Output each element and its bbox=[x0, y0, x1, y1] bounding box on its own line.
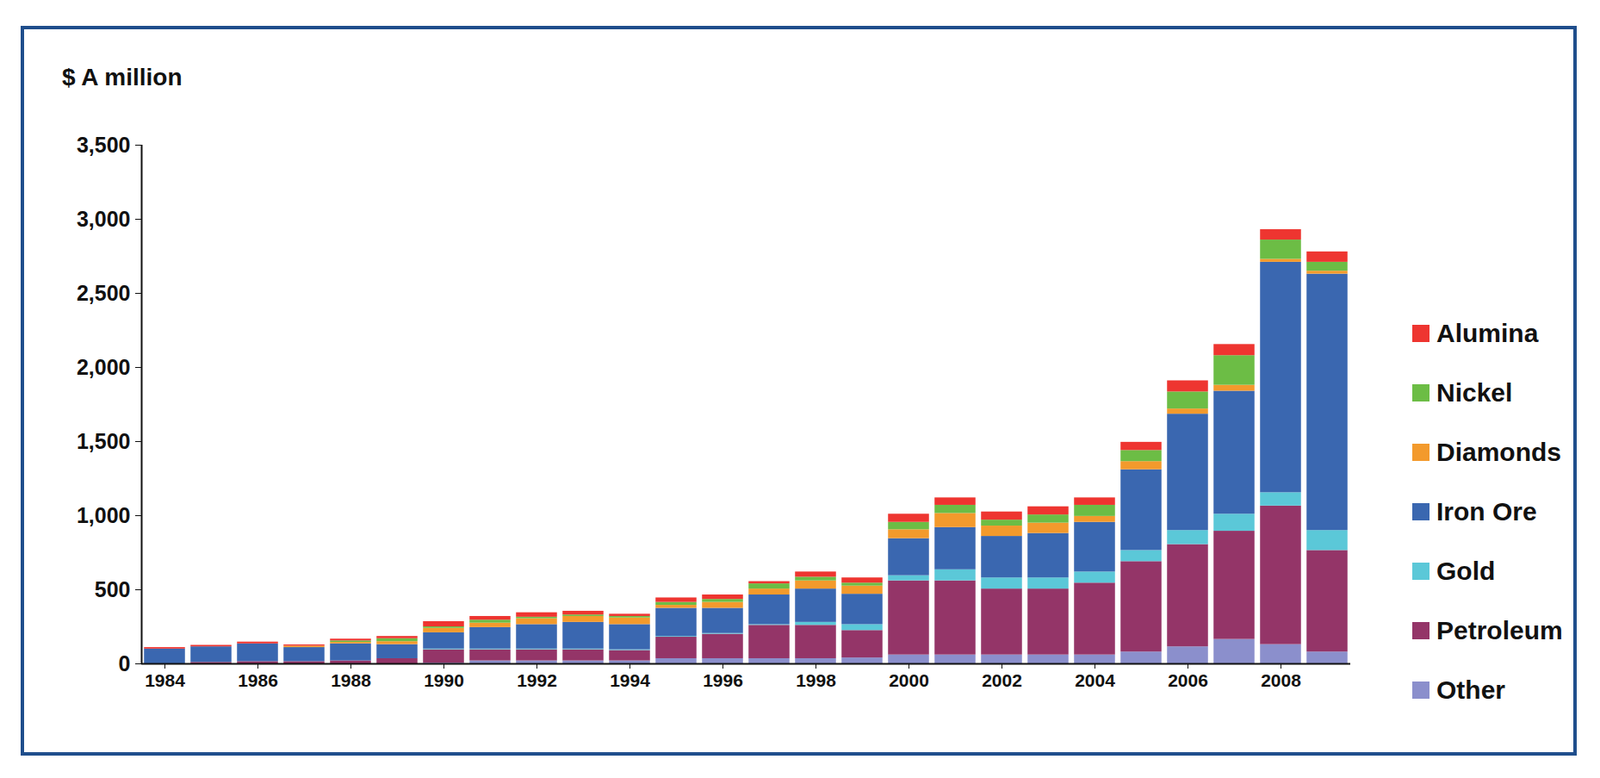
svg-text:1984: 1984 bbox=[144, 669, 186, 690]
svg-text:2008: 2008 bbox=[1260, 669, 1302, 690]
svg-text:1992: 1992 bbox=[516, 669, 558, 690]
svg-text:1996: 1996 bbox=[702, 669, 744, 690]
svg-text:3,500: 3,500 bbox=[76, 132, 131, 157]
svg-text:1986: 1986 bbox=[237, 669, 279, 690]
svg-text:3,000: 3,000 bbox=[76, 206, 131, 231]
svg-text:2004: 2004 bbox=[1074, 669, 1116, 690]
html-text:Nickel: Nickel bbox=[1436, 377, 1513, 407]
svg-text:2002: 2002 bbox=[981, 669, 1023, 690]
html-text:Alumina: Alumina bbox=[1436, 318, 1539, 347]
html-text:Iron Ore: Iron Ore bbox=[1436, 496, 1537, 525]
html-text:$ A million: $ A million bbox=[62, 63, 183, 91]
svg-text:0: 0 bbox=[118, 651, 131, 676]
svg-text:2000: 2000 bbox=[888, 669, 930, 690]
html-text:Other: Other bbox=[1436, 674, 1506, 704]
html-text:Diamonds: Diamonds bbox=[1436, 437, 1562, 466]
svg-text:2,000: 2,000 bbox=[76, 354, 131, 379]
svg-text:1,000: 1,000 bbox=[76, 502, 131, 528]
svg-text:1988: 1988 bbox=[330, 669, 372, 690]
svg-text:2006: 2006 bbox=[1167, 669, 1209, 690]
svg-text:2,500: 2,500 bbox=[76, 280, 131, 305]
svg-text:1,500: 1,500 bbox=[76, 428, 131, 453]
html-text:Gold: Gold bbox=[1436, 555, 1496, 585]
svg-text:1998: 1998 bbox=[795, 669, 837, 690]
html-text:Petroleum: Petroleum bbox=[1436, 615, 1563, 644]
svg-text:1994: 1994 bbox=[609, 669, 651, 690]
svg-text:500: 500 bbox=[94, 576, 131, 602]
svg-text:1990: 1990 bbox=[423, 669, 465, 690]
